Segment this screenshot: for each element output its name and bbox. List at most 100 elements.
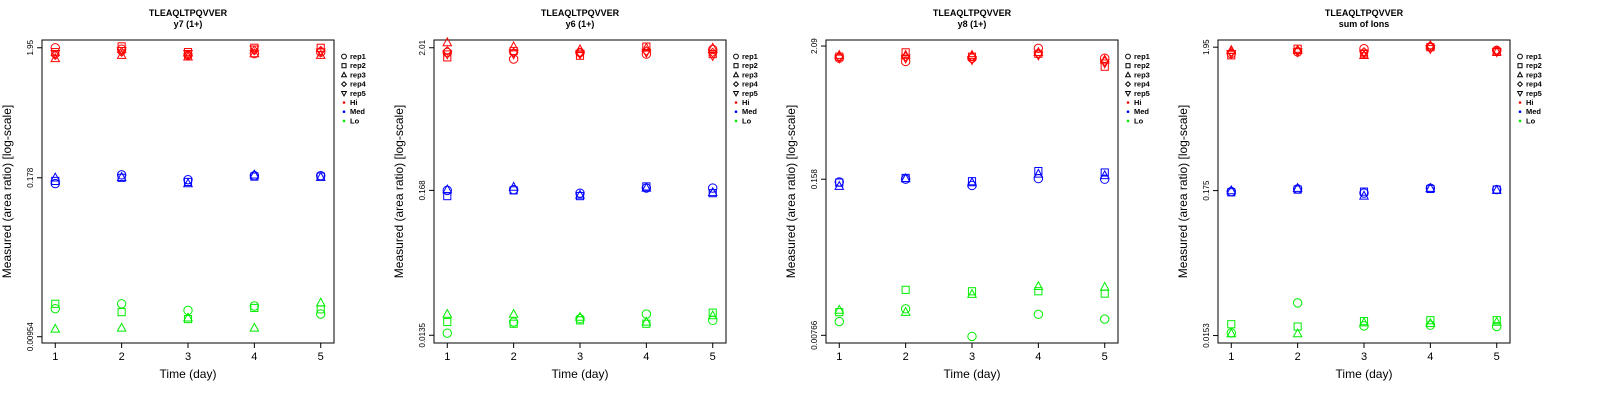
data-point [1359, 188, 1369, 198]
x-tick-label: 2 [1295, 351, 1301, 363]
data-point [1033, 280, 1044, 290]
data-point [641, 316, 652, 326]
data-point [116, 170, 127, 180]
data-point [1034, 287, 1043, 296]
data-point [1100, 62, 1109, 71]
data-point [508, 181, 519, 191]
y-tick-label: 0.175 [1202, 180, 1211, 201]
data-point [707, 47, 718, 58]
legend-label: rep3 [1526, 70, 1542, 79]
data-point [575, 314, 585, 324]
x-axis-label: Time (day) [944, 367, 1001, 381]
legend-dot-lo [734, 119, 738, 123]
y-tick-label: 0.168 [418, 180, 427, 201]
legend-label: rep5 [1526, 89, 1542, 98]
legend-marker-rep5 [1124, 91, 1132, 97]
data-point [442, 185, 452, 196]
data-point [1358, 49, 1370, 60]
data-point [249, 169, 260, 179]
data-point [967, 331, 977, 342]
legend-label: rep2 [1134, 61, 1150, 70]
data-point [442, 47, 452, 58]
data-point [183, 305, 193, 316]
legend-label: Lo [1526, 116, 1536, 125]
x-tick-label: 1 [836, 351, 842, 363]
data-point [50, 172, 61, 182]
data-point [249, 45, 260, 55]
legend-label: Med [1134, 107, 1149, 116]
data-point [509, 319, 518, 328]
x-tick-label: 4 [1035, 351, 1041, 363]
data-points [50, 42, 326, 333]
data-point [116, 299, 127, 309]
data-point [1359, 187, 1369, 196]
data-point [50, 303, 60, 314]
data-point [1292, 48, 1303, 58]
legend-label: Med [742, 107, 757, 116]
y-tick-label: 0.0153 [1202, 323, 1211, 348]
data-point [641, 182, 652, 192]
data-point [834, 316, 844, 327]
data-point [50, 43, 60, 53]
data-point [50, 178, 60, 189]
data-point [116, 322, 127, 332]
x-tick-label: 5 [1494, 351, 1500, 363]
data-point [1358, 190, 1370, 200]
legend-label: Med [1526, 107, 1541, 116]
data-point [641, 42, 652, 52]
x-tick-label: 2 [119, 351, 125, 363]
data-point [442, 184, 453, 194]
data-point [1425, 317, 1436, 327]
data-point [182, 312, 194, 322]
data-point [1099, 59, 1110, 69]
legend-label: rep2 [742, 61, 758, 70]
data-point [1033, 309, 1044, 320]
chart-title: TLEAQLTPQVVER [933, 8, 1012, 18]
data-point [966, 288, 978, 298]
data-point [1359, 44, 1369, 54]
data-point [1425, 320, 1436, 330]
data-point [442, 308, 453, 318]
data-point [508, 308, 519, 318]
legend-marker-rep1 [341, 53, 347, 60]
legend-marker-rep3 [1124, 71, 1132, 78]
chart-title: TLEAQLTPQVVER [149, 8, 228, 18]
x-tick-label: 3 [1361, 351, 1367, 363]
x-tick-label: 2 [903, 351, 909, 363]
legend-label: rep4 [1526, 80, 1543, 89]
x-tick-label: 2 [511, 351, 517, 363]
y-tick-label: 0.00954 [26, 322, 35, 351]
data-point [116, 171, 127, 181]
x-tick-label: 3 [577, 351, 583, 363]
chart-subtitle: y8 (1+) [958, 19, 987, 29]
legend-dot-med [1518, 110, 1522, 113]
legend-label: rep1 [1526, 52, 1542, 61]
plot-frame [41, 39, 335, 344]
data-point [575, 188, 585, 198]
y-tick-label: 2.09 [810, 38, 819, 54]
data-point [835, 178, 844, 187]
data-point [508, 317, 519, 327]
data-point [707, 52, 718, 62]
data-point [900, 174, 911, 184]
data-point [117, 308, 126, 317]
data-point [1491, 48, 1502, 58]
legend-label: Lo [350, 116, 360, 125]
data-point [1099, 281, 1110, 291]
y-tick-label: 0.178 [26, 167, 35, 188]
legend-dot-lo [1518, 119, 1522, 123]
x-tick-label: 5 [710, 351, 716, 363]
legend-marker-rep4 [1516, 80, 1524, 88]
x-tick-label: 1 [444, 351, 450, 363]
data-point [707, 309, 718, 320]
legend-dot-med [1126, 110, 1130, 113]
data-point [707, 42, 718, 52]
legend-label: rep4 [742, 80, 759, 89]
legend-marker-rep3 [732, 71, 740, 78]
